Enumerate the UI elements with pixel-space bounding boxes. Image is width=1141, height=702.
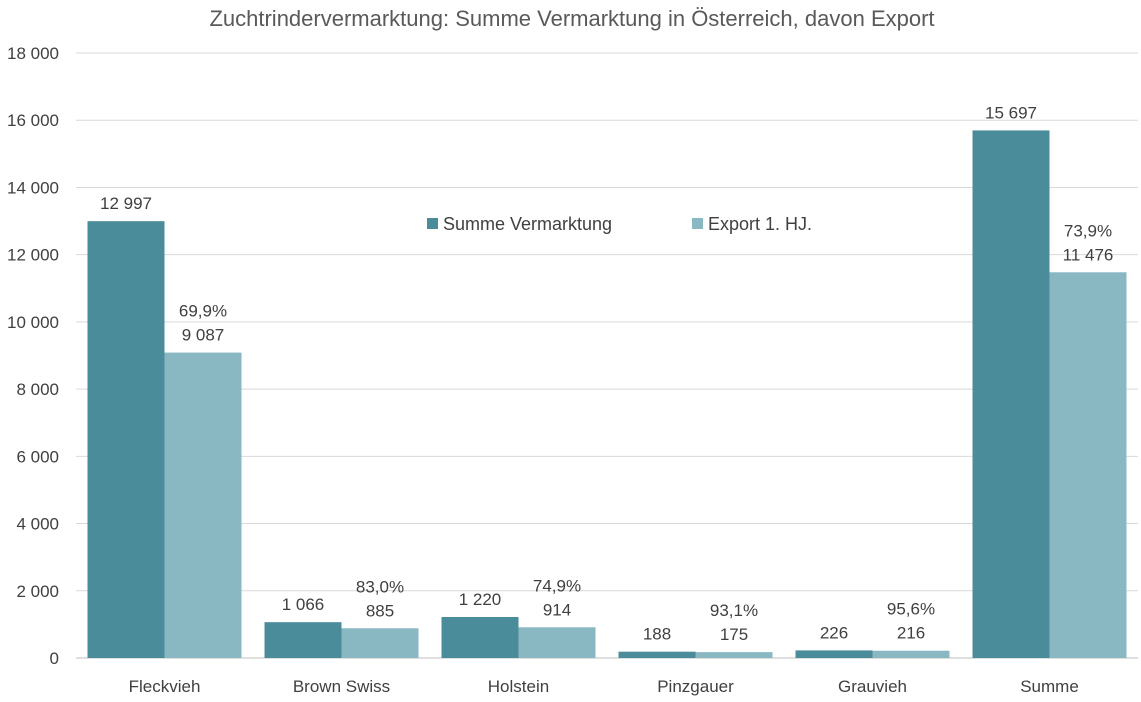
bar-summe-vermarktung-4 bbox=[795, 650, 873, 658]
y-tick-label: 16 000 bbox=[7, 111, 59, 130]
legend-label: Export 1. HJ. bbox=[708, 214, 812, 234]
bar-export-5 bbox=[1049, 272, 1127, 658]
value-label: 1 220 bbox=[459, 590, 502, 609]
y-tick-label: 8 000 bbox=[16, 380, 59, 399]
value-label: 188 bbox=[643, 625, 671, 644]
y-axis-tick-labels: 0 2 000 4 000 6 000 8 000 10 000 12 000 14 000 1… bbox=[7, 44, 59, 668]
y-tick-label: 0 bbox=[50, 649, 59, 668]
value-label: 15 697 bbox=[985, 103, 1037, 122]
value-label: 1 066 bbox=[282, 595, 325, 614]
y-tick-label: 14 000 bbox=[7, 178, 59, 197]
bar-summe-vermarktung-3 bbox=[618, 651, 696, 658]
percent-label: 95,6% bbox=[887, 600, 935, 619]
category-label: Brown Swiss bbox=[293, 677, 390, 696]
percent-label: 93,1% bbox=[710, 601, 758, 620]
bar-export-4 bbox=[872, 650, 950, 658]
category-label: Summe bbox=[1020, 677, 1079, 696]
bar-export-0 bbox=[164, 352, 242, 658]
category-label: Pinzgauer bbox=[657, 677, 734, 696]
bar-summe-vermarktung-5 bbox=[972, 130, 1050, 659]
value-label: 9 087 bbox=[182, 326, 225, 345]
bar-export-3 bbox=[695, 652, 773, 658]
category-label: Holstein bbox=[488, 677, 549, 696]
y-tick-label: 12 000 bbox=[7, 246, 59, 265]
y-tick-label: 2 000 bbox=[16, 582, 59, 601]
category-label: Grauvieh bbox=[838, 677, 907, 696]
bar-summe-vermarktung-2 bbox=[441, 616, 519, 658]
legend-label: Summe Vermarktung bbox=[443, 214, 612, 234]
legend-swatch bbox=[692, 218, 703, 229]
category-label: Fleckvieh bbox=[129, 677, 201, 696]
value-label: 914 bbox=[543, 600, 571, 619]
bar-summe-vermarktung-1 bbox=[264, 622, 342, 658]
value-label: 11 476 bbox=[1063, 245, 1114, 264]
percent-label: 74,9% bbox=[533, 576, 581, 595]
gridlines bbox=[76, 52, 1138, 659]
x-axis-category-labels: Fleckvieh Brown Swiss Holstein Pinzgauer Gra… bbox=[129, 677, 1079, 696]
y-tick-label: 18 000 bbox=[7, 44, 59, 63]
bars bbox=[87, 130, 1127, 659]
y-tick-label: 4 000 bbox=[16, 515, 59, 534]
value-label: 226 bbox=[820, 623, 848, 642]
bar-export-2 bbox=[518, 627, 596, 658]
chart-title: Zuchtrindervermarktung: Summe Vermarktun… bbox=[209, 6, 934, 31]
value-label: 175 bbox=[720, 625, 748, 644]
data-labels: 12 997 9 087 69,9% 1 066 885 83,0% 1 220 914 74,… bbox=[100, 103, 1113, 644]
legend: Summe Vermarktung Export 1. HJ. bbox=[427, 214, 812, 234]
percent-label: 73,9% bbox=[1064, 221, 1112, 240]
legend-swatch bbox=[427, 218, 438, 229]
y-tick-label: 6 000 bbox=[16, 447, 59, 466]
value-label: 12 997 bbox=[100, 194, 152, 213]
bar-export-1 bbox=[341, 628, 419, 658]
bar-summe-vermarktung-0 bbox=[87, 221, 165, 659]
percent-label: 69,9% bbox=[179, 302, 227, 321]
value-label: 885 bbox=[366, 601, 394, 620]
y-tick-label: 10 000 bbox=[7, 313, 59, 332]
percent-label: 83,0% bbox=[356, 577, 404, 596]
value-label: 216 bbox=[897, 624, 925, 643]
